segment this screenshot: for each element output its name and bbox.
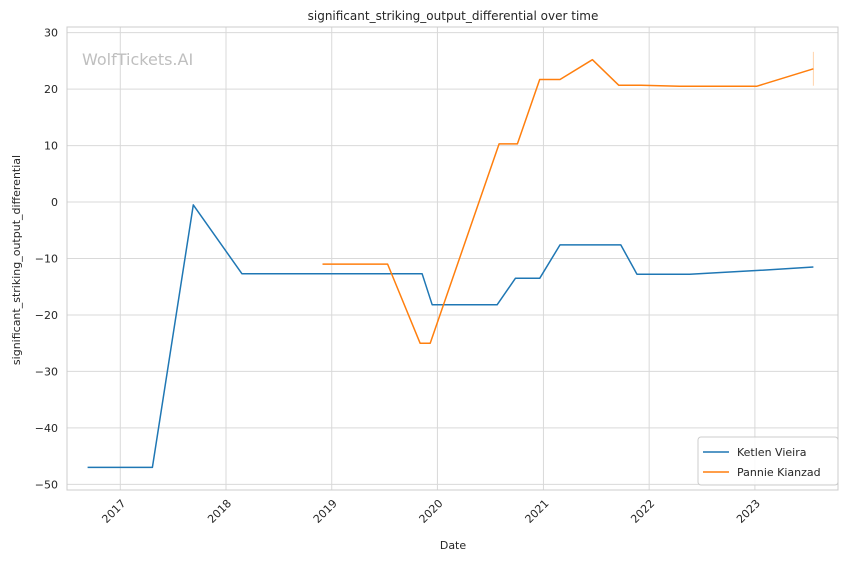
x-tick-label: 2018 xyxy=(205,497,234,526)
y-tick-label: −40 xyxy=(35,422,58,435)
y-axis-label: significant_striking_output_differential xyxy=(10,155,23,365)
x-tick-label: 2019 xyxy=(311,497,340,526)
y-tick-label: 20 xyxy=(44,83,58,96)
legend-box xyxy=(697,436,839,486)
x-tick-label: 2021 xyxy=(523,497,552,526)
legend-label-ketlen-vieira: Ketlen Vieira xyxy=(737,446,806,459)
y-tick-label: 10 xyxy=(44,140,58,153)
y-tick-label: −10 xyxy=(35,253,58,266)
x-tick-label: 2017 xyxy=(99,497,128,526)
series-line-pannie-kianzad xyxy=(322,58,814,344)
y-tick-label: −30 xyxy=(35,365,58,378)
y-axis-ticks: 30 20 10 0 −10 −20 −30 −40 −50 xyxy=(35,27,58,492)
legend-label-pannie-kianzad: Pannie Kianzad xyxy=(737,466,821,479)
series-line-ketlen-vieira xyxy=(87,204,814,469)
plot-area xyxy=(66,26,839,491)
series-lines xyxy=(87,58,814,469)
x-tick-label: 2022 xyxy=(628,497,657,526)
legend: Ketlen Vieira Pannie Kianzad xyxy=(697,436,839,486)
watermark: WolfTickets.AI xyxy=(82,50,193,69)
x-axis-label: Date xyxy=(440,539,467,552)
x-tick-label: 2020 xyxy=(417,497,446,526)
x-tick-label: 2023 xyxy=(734,497,763,526)
y-tick-label: −50 xyxy=(35,478,58,491)
y-tick-label: 0 xyxy=(51,196,58,209)
chart-title: significant_striking_output_differential… xyxy=(308,9,599,23)
y-tick-label: −20 xyxy=(35,309,58,322)
x-axis-ticks: 2017 2018 2019 2020 2021 2022 2023 xyxy=(99,497,763,526)
y-tick-label: 30 xyxy=(44,27,58,40)
grid xyxy=(67,27,838,490)
